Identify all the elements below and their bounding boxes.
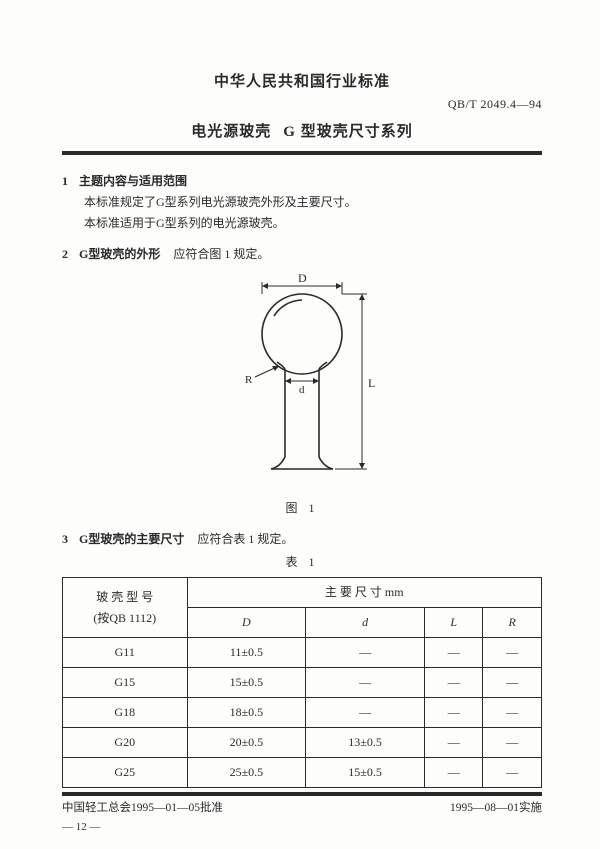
title-part-b: G 型玻壳尺寸系列 [283,124,412,140]
page-number: — 12 — [62,821,101,833]
dimension-table: 玻 壳 型 号 (按QB 1112) 主 要 尺 寸 mm D d L R G1… [62,577,542,788]
section-title: G型玻壳的外形 [79,247,160,261]
section-number: 1 [62,171,76,192]
col-L: L [424,608,483,638]
dim-label-R: R [245,374,253,386]
cell: 18±0.5 [187,698,306,728]
footer: 中国轻工总会1995—01—05批准 1995—08—01实施 [62,794,542,815]
table-row: G18 18±0.5 — — — [63,698,542,728]
table-row: G20 20±0.5 13±0.5 — — [63,728,542,758]
cell-model: G20 [63,728,188,758]
cell: 25±0.5 [187,758,306,788]
cell: 11±0.5 [187,638,306,668]
cell: — [424,728,483,758]
org-title: 中华人民共和国行业标准 [62,70,542,91]
table-header-model: 玻 壳 型 号 (按QB 1112) [63,578,188,638]
dim-label-D: D [298,271,307,285]
col-d: d [306,608,425,638]
section-2-head: 2 G型玻壳的外形 应符合图 1 规定。 [62,244,542,265]
col-D: D [187,608,306,638]
cell: — [483,758,542,788]
section-tail: 应符合表 1 规定。 [197,532,293,546]
cell: — [306,698,425,728]
table-row: G11 11±0.5 — — — [63,638,542,668]
cell-model: G11 [63,638,188,668]
cell: — [424,668,483,698]
bulb-diagram: D d L R [207,269,397,494]
dim-label-d: d [299,384,305,396]
cell: — [483,638,542,668]
paragraph: 本标准规定了G型系列电光源玻壳外形及主要尺寸。 [84,192,542,213]
cell: — [483,668,542,698]
cell: — [424,698,483,728]
cell: 15±0.5 [306,758,425,788]
table-row: G25 25±0.5 15±0.5 — — [63,758,542,788]
table-row: 玻 壳 型 号 (按QB 1112) 主 要 尺 寸 mm [63,578,542,608]
page: 中华人民共和国行业标准 QB/T 2049.4—94 电光源玻壳 G 型玻壳尺寸系… [0,0,600,849]
cell-model: G15 [63,668,188,698]
cell: — [306,668,425,698]
paragraph: 本标准适用于G型系列的电光源玻壳。 [84,213,542,234]
table-header-dims: 主 要 尺 寸 mm [187,578,541,608]
main-title: 电光源玻壳 G 型玻壳尺寸系列 [62,120,542,153]
cell: 13±0.5 [306,728,425,758]
cell: — [424,638,483,668]
section-number: 3 [62,529,76,550]
section-title: 主题内容与适用范围 [79,174,187,188]
cell: — [306,638,425,668]
title-part-a: 电光源玻壳 [191,124,271,140]
section-1-head: 1 主题内容与适用范围 [62,171,542,192]
cell: — [424,758,483,788]
section-3-head: 3 G型玻壳的主要尺寸 应符合表 1 规定。 [62,529,542,550]
section-title: G型玻壳的主要尺寸 [79,532,184,546]
figure-1: D d L R 图 1 [62,269,542,519]
cell-model: G25 [63,758,188,788]
footer-left: 中国轻工总会1995—01—05批准 [62,799,223,815]
figure-caption: 图 1 [62,498,542,519]
section-tail: 应符合图 1 规定。 [173,247,269,261]
section-number: 2 [62,244,76,265]
table-caption: 表 1 [62,552,542,573]
cell-model: G18 [63,698,188,728]
body: 1 主题内容与适用范围 本标准规定了G型系列电光源玻壳外形及主要尺寸。 本标准适… [62,171,542,788]
dim-label-L: L [368,376,375,390]
standard-code: QB/T 2049.4—94 [62,97,542,112]
cell: — [483,728,542,758]
header-cell-text: 玻 壳 型 号 [67,587,183,608]
col-R: R [483,608,542,638]
cell: 15±0.5 [187,668,306,698]
header-cell-text: (按QB 1112) [67,608,183,629]
cell: — [483,698,542,728]
footer-right: 1995—08—01实施 [450,799,542,815]
cell: 20±0.5 [187,728,306,758]
table-row: G15 15±0.5 — — — [63,668,542,698]
